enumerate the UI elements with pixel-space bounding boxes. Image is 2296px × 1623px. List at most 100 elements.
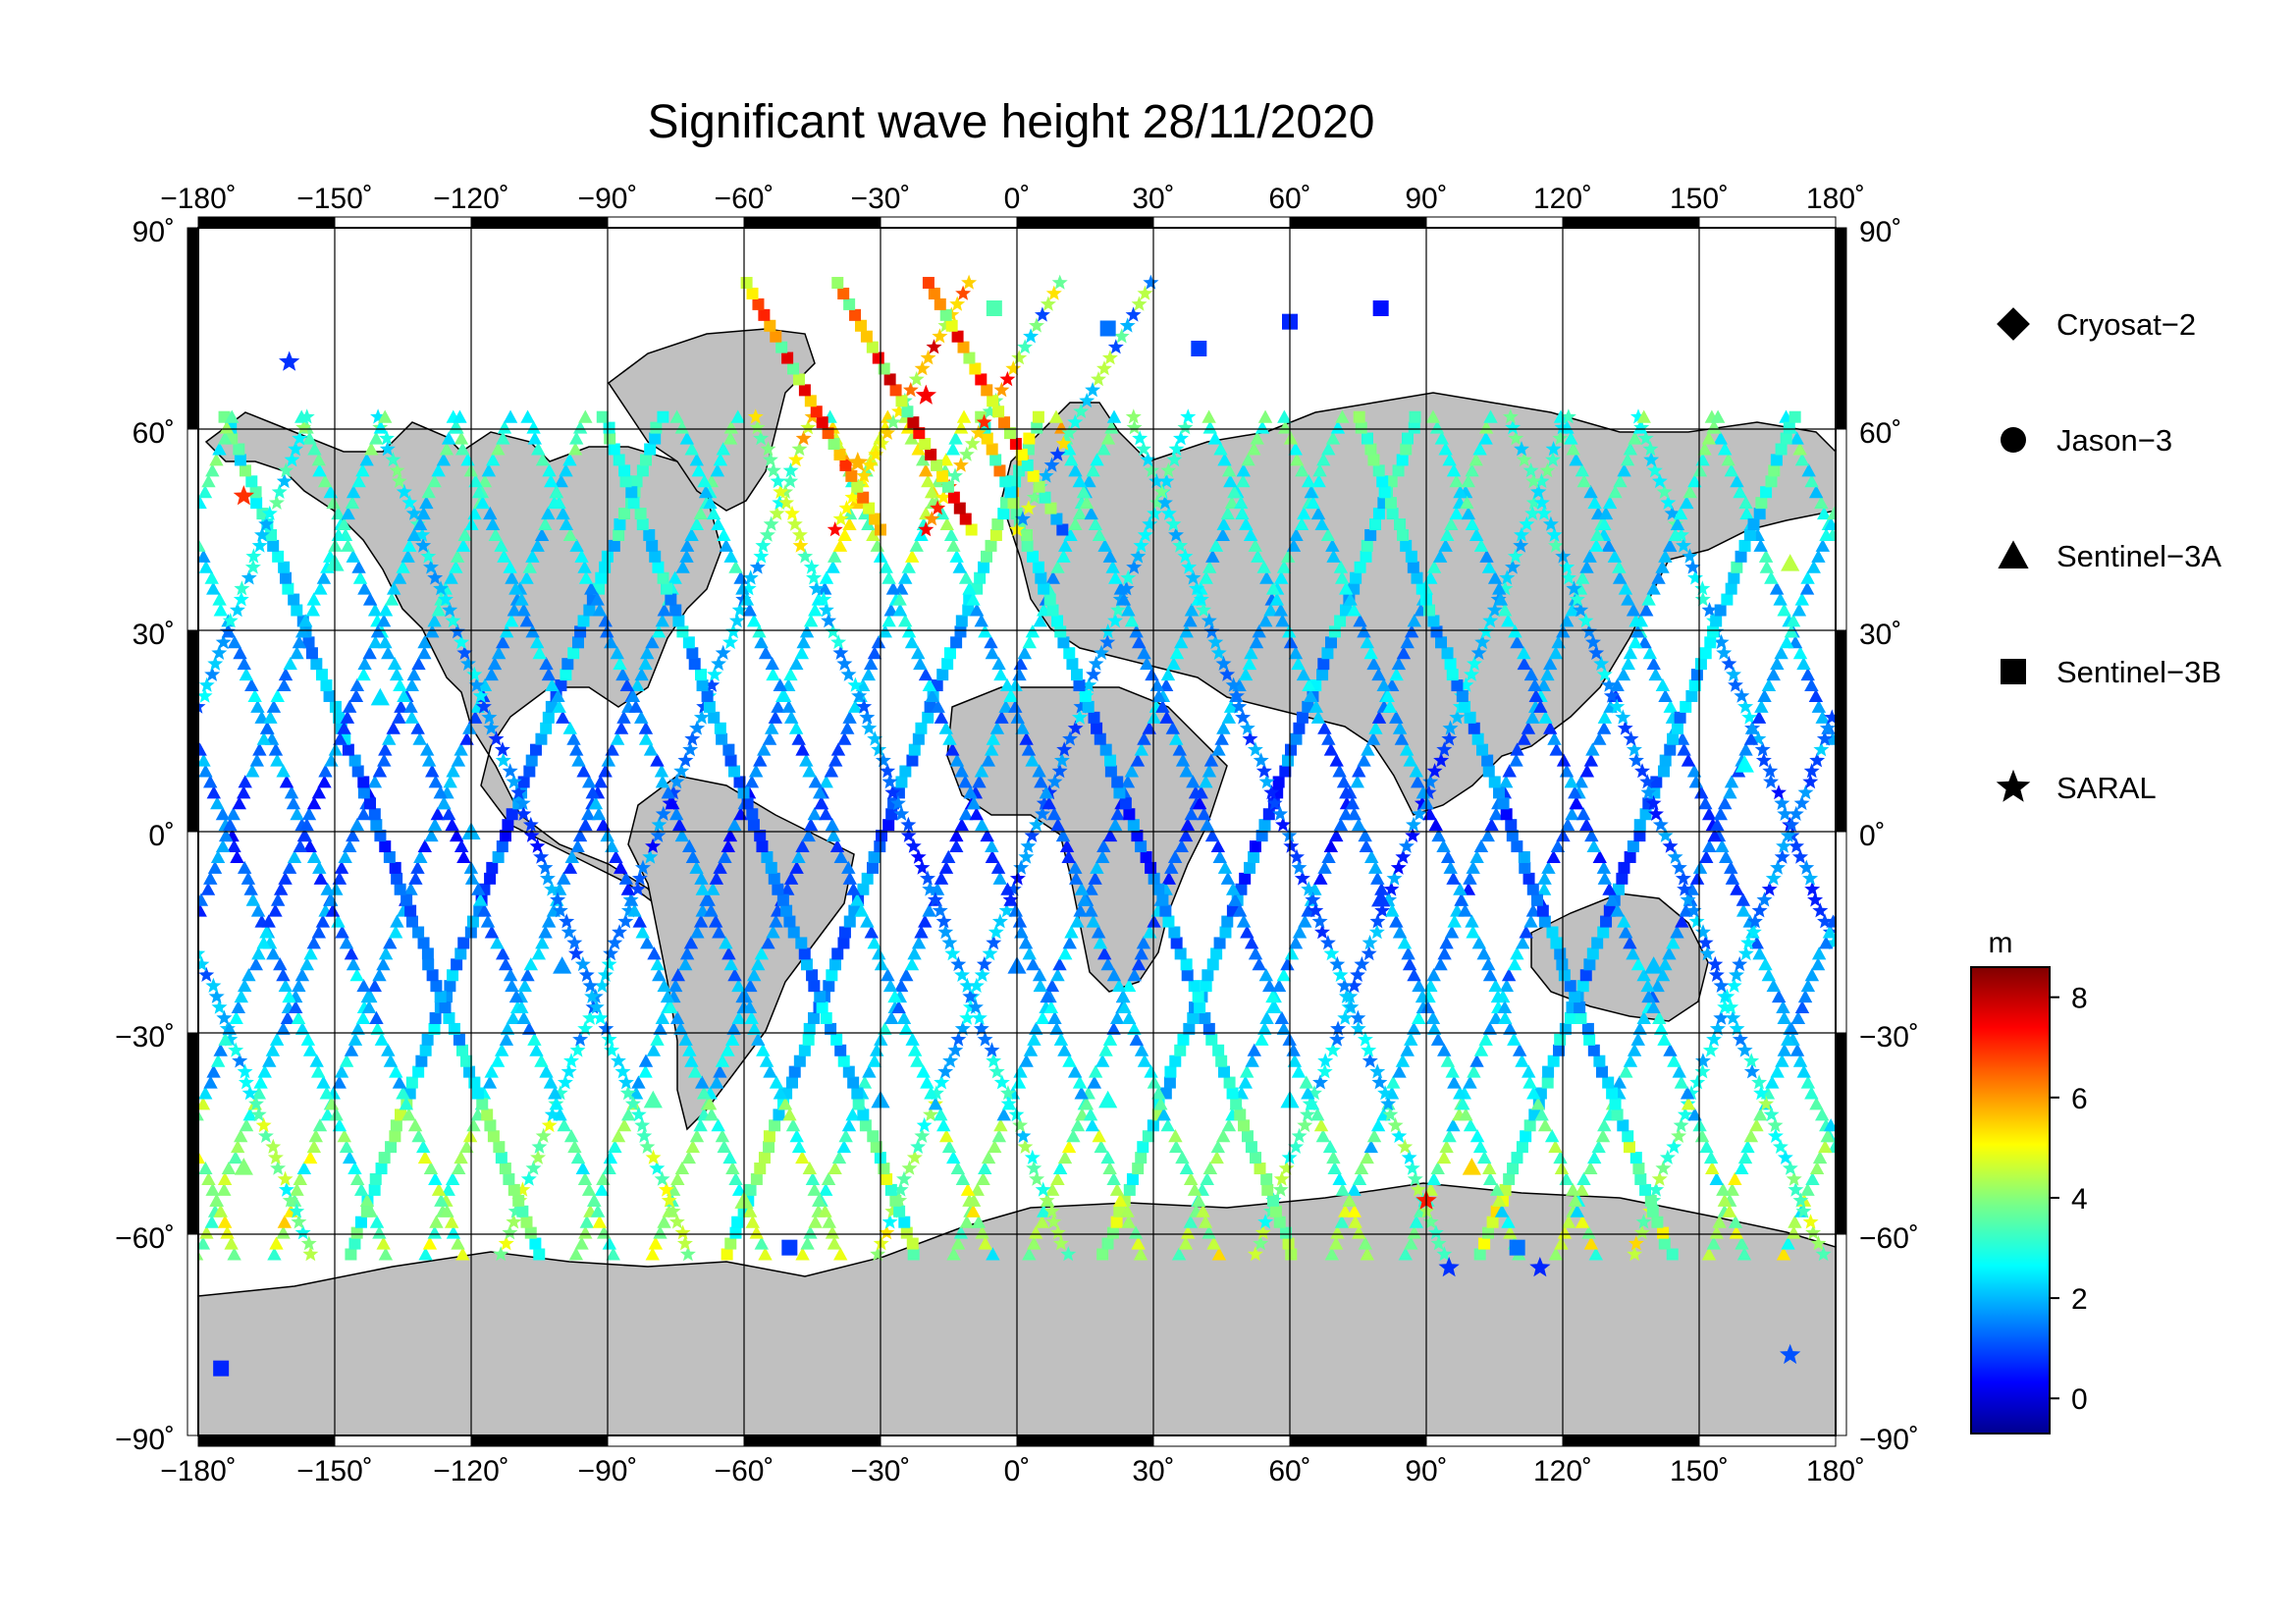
- track-point: [1433, 957, 1448, 971]
- track-point: [1565, 807, 1579, 821]
- lat-tick-label-left: −60˚: [115, 1222, 175, 1255]
- track-point: [1786, 614, 1801, 627]
- track-point: [1523, 914, 1538, 928]
- track-point: [552, 882, 567, 895]
- track-point: [523, 827, 540, 842]
- track-point: [1446, 1118, 1461, 1132]
- track-point: [1131, 830, 1144, 842]
- track-point: [953, 1225, 969, 1239]
- track-point: [300, 1032, 316, 1046]
- track-point: [1444, 658, 1457, 671]
- track-point: [232, 1053, 248, 1068]
- frame-segment-top: [1425, 216, 1564, 229]
- track-point: [550, 892, 566, 907]
- track-point: [357, 786, 370, 799]
- track-point: [861, 872, 874, 885]
- track-point: [1206, 958, 1219, 971]
- track-point: [1317, 658, 1330, 671]
- track-point: [783, 710, 799, 724]
- track-point: [1617, 914, 1631, 928]
- track-point: [294, 624, 310, 638]
- track-point: [1482, 765, 1495, 778]
- track-point: [1685, 689, 1698, 702]
- track-point: [658, 1181, 674, 1197]
- track-point: [507, 1203, 524, 1218]
- track-point: [819, 807, 833, 821]
- track-point: [349, 1171, 365, 1185]
- track-point: [316, 570, 332, 584]
- track-point: [1751, 710, 1767, 724]
- track-point: [1699, 1139, 1714, 1154]
- track-point: [1743, 528, 1756, 541]
- track-point: [1306, 495, 1320, 510]
- track-point: [392, 710, 406, 724]
- track-point: [959, 977, 976, 993]
- track-point: [657, 410, 669, 423]
- track-point: [1434, 431, 1450, 445]
- track-point: [1538, 710, 1553, 724]
- track-point: [1824, 709, 1836, 725]
- track-point: [1239, 516, 1254, 531]
- track-point: [661, 582, 673, 595]
- track-point: [476, 1098, 489, 1110]
- track-point: [666, 784, 681, 800]
- track-point: [396, 1086, 410, 1100]
- track-point: [1473, 839, 1489, 853]
- track-point: [1412, 978, 1426, 993]
- track-point: [839, 459, 852, 471]
- track-point: [792, 537, 809, 553]
- track-point: [360, 989, 376, 1003]
- track-point: [1178, 828, 1194, 842]
- track-point: [521, 1021, 537, 1035]
- track-point: [578, 1225, 593, 1239]
- track-point: [1380, 1096, 1397, 1111]
- track-point: [1667, 732, 1680, 745]
- track-point: [1226, 1087, 1239, 1100]
- track-point: [684, 1054, 699, 1067]
- track-point: [1609, 1098, 1622, 1110]
- track-point: [369, 1215, 385, 1228]
- track-point: [1777, 1149, 1793, 1164]
- track-point: [1278, 420, 1293, 434]
- track-point: [1634, 1172, 1647, 1185]
- track-point: [653, 1021, 667, 1035]
- track-point: [1397, 936, 1413, 949]
- track-point: [1392, 1064, 1407, 1078]
- track-point: [1224, 495, 1240, 510]
- track-point: [1773, 592, 1788, 606]
- track-point: [833, 849, 848, 863]
- track-point: [1534, 1108, 1549, 1121]
- track-point: [696, 1086, 712, 1100]
- track-point: [1238, 667, 1254, 681]
- track-point: [1707, 625, 1720, 638]
- track-point: [1588, 1247, 1603, 1261]
- track-point: [725, 1161, 740, 1175]
- track-point: [1202, 1161, 1218, 1175]
- track-point: [1406, 816, 1421, 832]
- track-point: [569, 1042, 586, 1057]
- track-point: [218, 1032, 233, 1046]
- track-point: [389, 1064, 403, 1078]
- track-point: [522, 816, 539, 832]
- track-point: [918, 521, 934, 537]
- track-point: [1323, 839, 1339, 853]
- track-point: [334, 1064, 349, 1078]
- track-point: [1792, 442, 1807, 456]
- track-point: [1494, 1204, 1510, 1217]
- track-point: [1701, 1247, 1717, 1261]
- track-point: [1053, 752, 1070, 768]
- track-point: [443, 775, 457, 788]
- track-point: [1196, 602, 1212, 618]
- track-point: [451, 958, 463, 971]
- track-point: [630, 475, 643, 488]
- track-point: [1386, 1075, 1401, 1089]
- track-point: [936, 469, 949, 482]
- track-point: [1633, 1224, 1650, 1240]
- track-point: [238, 775, 252, 788]
- track-point: [1623, 730, 1639, 746]
- track-point: [1113, 1193, 1128, 1207]
- track-point: [256, 731, 272, 745]
- track-point: [1586, 839, 1601, 853]
- track-point: [1172, 742, 1187, 756]
- track-point: [836, 655, 853, 671]
